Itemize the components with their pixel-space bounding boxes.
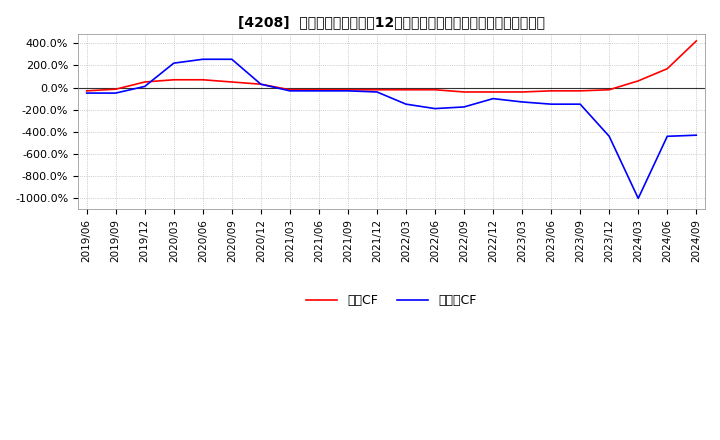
- 営業CF: [460, 89, 469, 95]
- フリーCF: [228, 57, 236, 62]
- フリーCF: [112, 91, 120, 96]
- Line: 営業CF: 営業CF: [86, 41, 696, 92]
- フリーCF: [286, 88, 294, 93]
- フリーCF: [605, 134, 613, 139]
- フリーCF: [256, 81, 265, 87]
- 営業CF: [315, 87, 323, 92]
- 営業CF: [82, 88, 91, 93]
- Title: [4208]  キャッシュフローの12か月移動合計の対前年同期増減率の推移: [4208] キャッシュフローの12か月移動合計の対前年同期増減率の推移: [238, 15, 545, 29]
- 営業CF: [256, 81, 265, 87]
- フリーCF: [431, 106, 439, 111]
- フリーCF: [634, 196, 642, 201]
- フリーCF: [140, 84, 149, 89]
- 営業CF: [634, 78, 642, 84]
- フリーCF: [199, 57, 207, 62]
- 営業CF: [169, 77, 178, 82]
- 営業CF: [402, 87, 410, 92]
- フリーCF: [489, 96, 498, 101]
- 営業CF: [605, 87, 613, 92]
- 営業CF: [373, 87, 382, 92]
- 営業CF: [546, 88, 555, 93]
- 営業CF: [518, 89, 526, 95]
- フリーCF: [576, 102, 585, 107]
- フリーCF: [518, 99, 526, 105]
- フリーCF: [315, 88, 323, 93]
- 営業CF: [112, 87, 120, 92]
- 営業CF: [286, 87, 294, 92]
- 営業CF: [228, 79, 236, 84]
- フリーCF: [663, 134, 672, 139]
- フリーCF: [169, 61, 178, 66]
- 営業CF: [431, 87, 439, 92]
- Line: フリーCF: フリーCF: [86, 59, 696, 198]
- フリーCF: [692, 132, 701, 138]
- 営業CF: [199, 77, 207, 82]
- Legend: 営業CF, フリーCF: 営業CF, フリーCF: [301, 289, 482, 312]
- フリーCF: [373, 89, 382, 95]
- 営業CF: [140, 79, 149, 84]
- フリーCF: [546, 102, 555, 107]
- フリーCF: [82, 91, 91, 96]
- 営業CF: [489, 89, 498, 95]
- 営業CF: [663, 66, 672, 71]
- 営業CF: [576, 88, 585, 93]
- フリーCF: [343, 88, 352, 93]
- フリーCF: [402, 102, 410, 107]
- 営業CF: [343, 87, 352, 92]
- 営業CF: [692, 38, 701, 44]
- フリーCF: [460, 104, 469, 110]
